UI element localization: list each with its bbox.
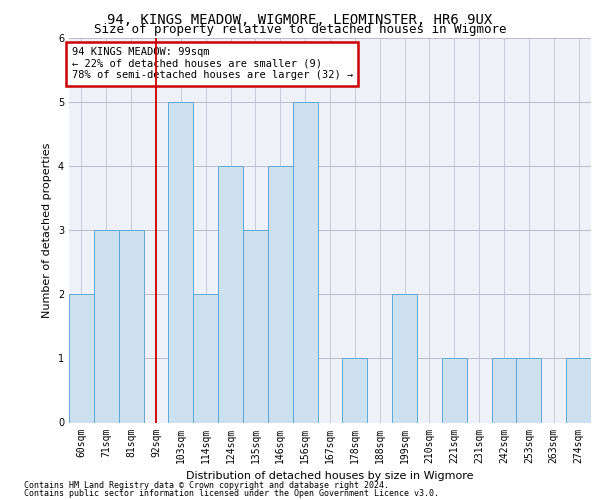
Bar xyxy=(293,102,317,422)
Bar xyxy=(491,358,517,422)
Bar xyxy=(268,166,293,422)
Text: Contains HM Land Registry data © Crown copyright and database right 2024.: Contains HM Land Registry data © Crown c… xyxy=(24,481,389,490)
Bar xyxy=(169,102,193,422)
Bar xyxy=(343,358,367,422)
Bar xyxy=(566,358,591,422)
Y-axis label: Number of detached properties: Number of detached properties xyxy=(43,142,52,318)
Bar xyxy=(442,358,467,422)
Bar xyxy=(392,294,417,422)
Bar xyxy=(119,230,143,422)
Bar xyxy=(193,294,218,422)
X-axis label: Distribution of detached houses by size in Wigmore: Distribution of detached houses by size … xyxy=(186,471,474,481)
Bar xyxy=(69,294,94,422)
Text: Size of property relative to detached houses in Wigmore: Size of property relative to detached ho… xyxy=(94,22,506,36)
Bar xyxy=(517,358,541,422)
Bar xyxy=(218,166,243,422)
Text: Contains public sector information licensed under the Open Government Licence v3: Contains public sector information licen… xyxy=(24,488,439,498)
Text: 94 KINGS MEADOW: 99sqm
← 22% of detached houses are smaller (9)
78% of semi-deta: 94 KINGS MEADOW: 99sqm ← 22% of detached… xyxy=(71,47,353,80)
Bar xyxy=(243,230,268,422)
Bar xyxy=(94,230,119,422)
Text: 94, KINGS MEADOW, WIGMORE, LEOMINSTER, HR6 9UX: 94, KINGS MEADOW, WIGMORE, LEOMINSTER, H… xyxy=(107,12,493,26)
